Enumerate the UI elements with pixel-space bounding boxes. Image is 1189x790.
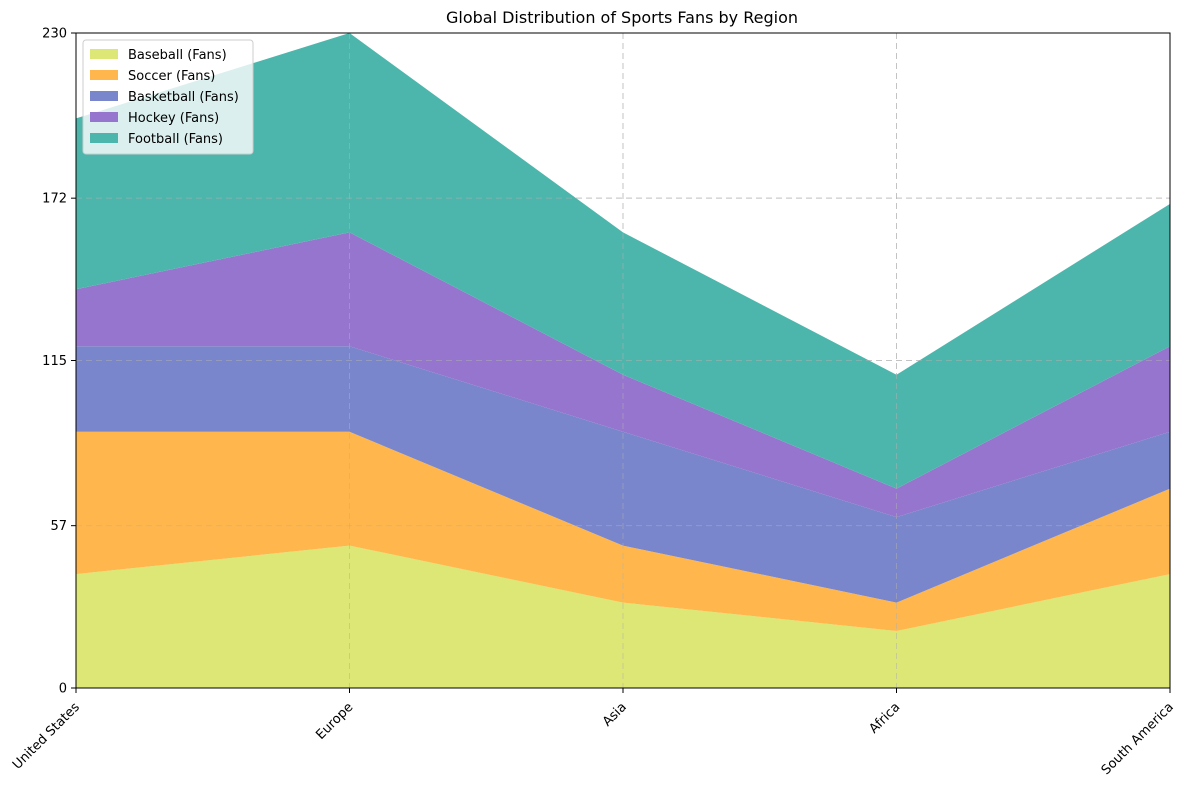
legend-swatch <box>90 91 118 101</box>
legend-swatch <box>90 70 118 80</box>
x-tick-label: United States <box>10 700 83 773</box>
y-tick-label: 57 <box>50 519 67 534</box>
legend-swatch <box>90 112 118 122</box>
legend-label: Hockey (Fans) <box>128 111 219 126</box>
legend-label: Baseball (Fans) <box>128 48 227 63</box>
legend: Baseball (Fans) Soccer (Fans) Basketball (… <box>82 39 254 155</box>
legend-swatch <box>90 49 118 59</box>
y-tick-label: 230 <box>42 27 67 42</box>
area-soccer <box>76 431 1170 632</box>
y-tick-label: 0 <box>59 682 67 697</box>
y-tick-label: 115 <box>42 354 67 369</box>
chart-title: Global Distribution of Sports Fans by Re… <box>446 8 798 27</box>
legend-box <box>82 39 254 155</box>
x-tick-label: Europe <box>313 700 356 743</box>
x-tick-label: Africa <box>867 700 904 737</box>
legend-label: Football (Fans) <box>128 132 223 147</box>
x-tick-label: South America <box>1099 700 1177 778</box>
area-series <box>75 32 1171 689</box>
legend-swatch <box>90 133 118 143</box>
legend-label: Soccer (Fans) <box>128 69 215 84</box>
x-tick-label: Asia <box>600 700 630 730</box>
legend-label: Basketball (Fans) <box>128 90 239 105</box>
y-tick-label: 172 <box>42 192 67 207</box>
